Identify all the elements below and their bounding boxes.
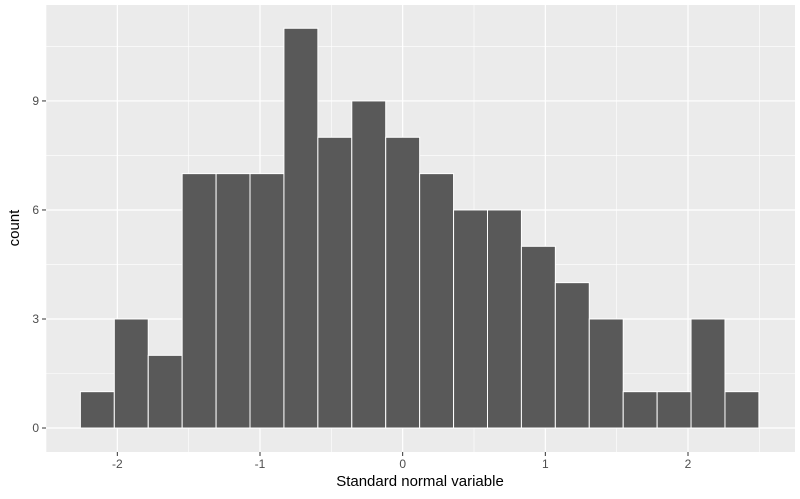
histogram-bar bbox=[181, 173, 217, 429]
y-tick-label: 0 bbox=[32, 421, 39, 435]
x-tick-label: 2 bbox=[685, 457, 692, 471]
histogram-bar bbox=[317, 136, 353, 429]
histogram-bar bbox=[419, 173, 455, 429]
histogram-bar bbox=[147, 354, 183, 429]
histogram-bar bbox=[622, 391, 658, 429]
histogram-bar bbox=[656, 391, 692, 429]
histogram-bar bbox=[453, 209, 488, 429]
y-tick-label: 9 bbox=[32, 94, 39, 108]
histogram-bar bbox=[385, 136, 421, 429]
histogram-bar bbox=[690, 318, 726, 429]
histogram-bar bbox=[283, 27, 319, 429]
histogram-bar bbox=[249, 173, 285, 429]
histogram-bar bbox=[554, 282, 590, 429]
y-ticks: 0 3 6 9 bbox=[32, 94, 46, 435]
x-axis-label: Standard normal variable bbox=[336, 473, 504, 490]
bars bbox=[79, 27, 760, 429]
y-axis-label: count bbox=[6, 209, 23, 247]
histogram-bar bbox=[79, 391, 115, 429]
histogram-bar bbox=[724, 391, 760, 429]
histogram-bar bbox=[588, 318, 624, 429]
y-tick-label: 6 bbox=[32, 203, 39, 217]
histogram-bar bbox=[351, 100, 387, 429]
x-tick-label: 1 bbox=[542, 457, 549, 471]
histogram-bar bbox=[215, 173, 251, 429]
histogram-bar bbox=[486, 209, 522, 429]
histogram-bar bbox=[113, 318, 149, 429]
histogram-bar bbox=[520, 245, 556, 429]
x-tick-label: -2 bbox=[112, 457, 123, 471]
x-tick-label: -1 bbox=[255, 457, 266, 471]
x-ticks: -2 -1 0 1 2 bbox=[112, 452, 692, 471]
y-tick-label: 3 bbox=[32, 312, 39, 326]
x-tick-label: 0 bbox=[399, 457, 406, 471]
